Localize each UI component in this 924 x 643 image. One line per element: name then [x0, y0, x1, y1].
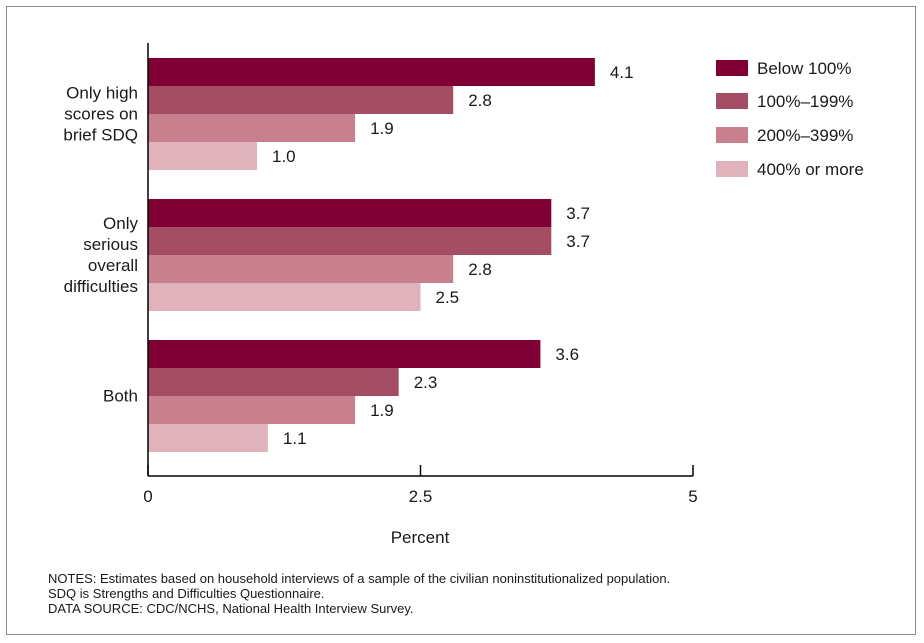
bar-2-3	[148, 424, 268, 452]
value-label-2-3: 1.1	[283, 429, 307, 448]
bar-0-1	[148, 86, 454, 114]
category-label-0-1: scores on	[64, 105, 138, 124]
bar-0-3	[148, 142, 257, 170]
legend-label-1: 100%–199%	[757, 92, 853, 111]
value-label-1-1: 3.7	[566, 232, 590, 251]
bar-1-1	[148, 227, 552, 255]
bar-2-1	[148, 368, 399, 396]
legend-swatch-3	[716, 161, 748, 177]
category-label-1-1: serious	[83, 235, 138, 254]
legend-label-3: 400% or more	[757, 160, 864, 179]
value-label-1-2: 2.8	[468, 260, 492, 279]
value-label-2-0: 3.6	[555, 345, 579, 364]
bar-1-0	[148, 199, 552, 227]
value-label-2-2: 1.9	[370, 401, 394, 420]
notes-line-1: NOTES: Estimates based on household inte…	[48, 571, 671, 586]
bar-1-3	[148, 283, 421, 311]
legend-swatch-0	[716, 60, 748, 76]
category-label-2-0: Both	[103, 387, 138, 406]
value-label-2-1: 2.3	[414, 373, 438, 392]
value-label-0-2: 1.9	[370, 119, 394, 138]
category-label-0-2: brief SDQ	[63, 126, 138, 145]
bar-2-0	[148, 340, 541, 368]
value-label-0-0: 4.1	[610, 63, 634, 82]
bar-0-2	[148, 114, 356, 142]
legend-swatch-2	[716, 127, 748, 143]
bar-1-2	[148, 255, 454, 283]
value-label-0-1: 2.8	[468, 91, 492, 110]
x-axis-label: Percent	[391, 528, 450, 547]
category-labels-group: Only high scores on brief SDQ Only serious ov…	[63, 84, 138, 406]
value-label-1-0: 3.7	[566, 204, 590, 223]
notes-line-3: DATA SOURCE: CDC/NCHS, National Health I…	[48, 601, 414, 616]
bars-group	[148, 58, 595, 452]
x-tick-label-2: 5	[688, 487, 697, 506]
notes-block: NOTES: Estimates based on household inte…	[48, 571, 908, 616]
category-label-1-3: difficulties	[64, 277, 138, 296]
category-label-1-0: Only	[103, 214, 138, 233]
value-labels-group: 4.1 2.8 1.9 1.0 3.7 3.7 2.8 2.5 3.6 2.3 1.9 1.1	[272, 63, 634, 448]
value-label-0-3: 1.0	[272, 147, 296, 166]
value-label-1-3: 2.5	[436, 288, 460, 307]
legend-label-2: 200%–399%	[757, 126, 853, 145]
x-tick-label-0: 0	[143, 487, 152, 506]
category-label-1-2: overall	[88, 256, 138, 275]
x-tick-label-1: 2.5	[409, 487, 433, 506]
category-label-0-0: Only high	[66, 84, 138, 103]
legend-label-0: Below 100%	[757, 59, 852, 78]
x-ticks-group: 0 2.5 5	[143, 465, 698, 506]
legend: Below 100% 100%–199% 200%–399% 400% or more	[716, 59, 864, 179]
bar-2-2	[148, 396, 356, 424]
legend-swatch-1	[716, 93, 748, 109]
bar-0-0	[148, 58, 595, 86]
notes-line-2: SDQ is Strengths and Difficulties Questi…	[48, 586, 325, 601]
